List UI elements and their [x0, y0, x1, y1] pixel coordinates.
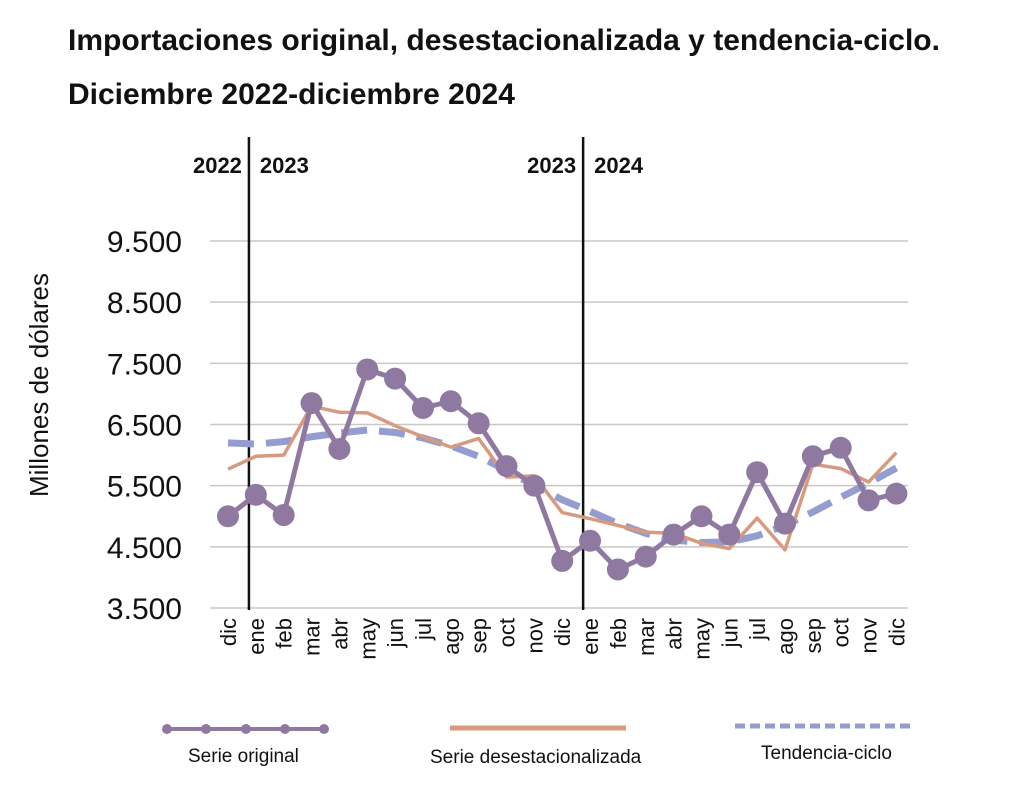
data-point-original	[690, 505, 713, 528]
x-tick-label: sep	[467, 618, 492, 653]
x-tick-label: may	[689, 618, 714, 660]
y-axis-label: Millones de dólares	[24, 273, 54, 497]
data-point-original	[272, 504, 295, 527]
x-tick-label: feb	[606, 618, 631, 649]
x-tick-label: abr	[662, 618, 687, 650]
y-tick-label: 9.500	[107, 226, 182, 259]
data-point-original	[801, 445, 824, 468]
data-point-original	[774, 512, 796, 535]
data-point-original	[411, 396, 434, 419]
legend-marker	[162, 724, 172, 734]
data-point-original	[495, 455, 518, 478]
year-labels: 2022 2023 2023 2024	[193, 153, 644, 178]
x-tick-label: ene	[244, 618, 269, 655]
x-tick-label: jul	[411, 618, 436, 641]
legend-marker	[241, 724, 251, 734]
x-tick-label: abr	[327, 618, 352, 650]
x-tick-label: oct	[829, 618, 854, 647]
x-tick-label: may	[355, 618, 380, 660]
y-tick-label: 8.500	[107, 287, 182, 320]
series-line-original	[226, 366, 897, 572]
x-tick-label: nov	[522, 618, 547, 653]
x-tick-label: dic	[884, 618, 909, 646]
data-point-original	[439, 390, 462, 413]
x-tick-label: jul	[745, 618, 770, 641]
year-dividers	[247, 137, 585, 610]
legend-label-trend: Tendencia-ciclo	[761, 743, 892, 764]
legend: Serie original Serie desestacionalizada …	[162, 723, 910, 768]
y-tick-label: 3.500	[107, 593, 182, 626]
x-tick-label: jun	[717, 618, 742, 648]
legend-marker	[319, 724, 329, 734]
data-point-original	[746, 461, 769, 484]
year-label: 2023	[527, 153, 576, 178]
data-point-original	[217, 505, 239, 528]
data-point-original	[356, 358, 379, 381]
x-tick-label: feb	[272, 618, 297, 649]
legend-marker	[201, 724, 211, 734]
data-point-original	[328, 437, 351, 460]
data-point-original	[467, 412, 490, 435]
x-tick-label: ago	[773, 618, 798, 655]
year-label: 2024	[594, 153, 644, 178]
data-point-original	[829, 436, 852, 459]
x-tick-label: nov	[857, 618, 882, 653]
x-tick-label: ene	[578, 618, 603, 655]
data-point-original	[244, 483, 267, 506]
data-point-original	[634, 545, 657, 568]
legend-item-seasonal: Serie desestacionalizada	[430, 725, 642, 768]
x-tick-label: oct	[495, 618, 520, 647]
data-point-original	[606, 558, 629, 581]
data-point-original	[857, 489, 880, 512]
series-line-desestacionalizada	[227, 404, 898, 552]
legend-label-seasonal: Serie desestacionalizada	[430, 747, 642, 768]
data-point-original	[300, 392, 323, 415]
data-point-original	[885, 482, 908, 505]
data-point-original	[579, 529, 602, 552]
x-tick-label: dic	[216, 618, 241, 646]
y-tick-label: 5.500	[107, 471, 182, 504]
series-layer	[217, 358, 908, 581]
data-point-original	[718, 523, 741, 546]
legend-marker	[280, 724, 290, 734]
year-label: 2023	[260, 153, 309, 178]
y-tick-label: 6.500	[107, 410, 182, 443]
x-tick-label: mar	[634, 618, 659, 656]
legend-item-original: Serie original	[162, 724, 329, 767]
data-point-original	[384, 367, 407, 390]
data-point-original	[662, 523, 685, 546]
data-point-original	[551, 549, 574, 572]
x-tick-label: ago	[439, 618, 464, 655]
x-tick-label: jun	[383, 618, 408, 648]
y-axis-ticks: 3.500 4.500 5.500 6.500 7.500 8.500 9.500	[107, 226, 182, 626]
legend-label-original: Serie original	[188, 746, 299, 767]
x-tick-label: dic	[550, 618, 575, 646]
legend-item-trend: Tendencia-ciclo	[735, 723, 910, 764]
data-point-original	[523, 474, 546, 497]
x-tick-label: sep	[801, 618, 826, 653]
x-axis-ticks: dic ene feb mar abr may jun jul ago sep oct nov dic e…	[216, 618, 909, 660]
grid-lines	[210, 240, 908, 609]
y-tick-label: 7.500	[107, 348, 182, 381]
y-tick-label: 4.500	[107, 532, 182, 565]
chart-title: Importaciones original, desestacionaliza…	[68, 24, 940, 111]
x-tick-label: mar	[300, 618, 325, 656]
year-label: 2022	[193, 153, 242, 178]
